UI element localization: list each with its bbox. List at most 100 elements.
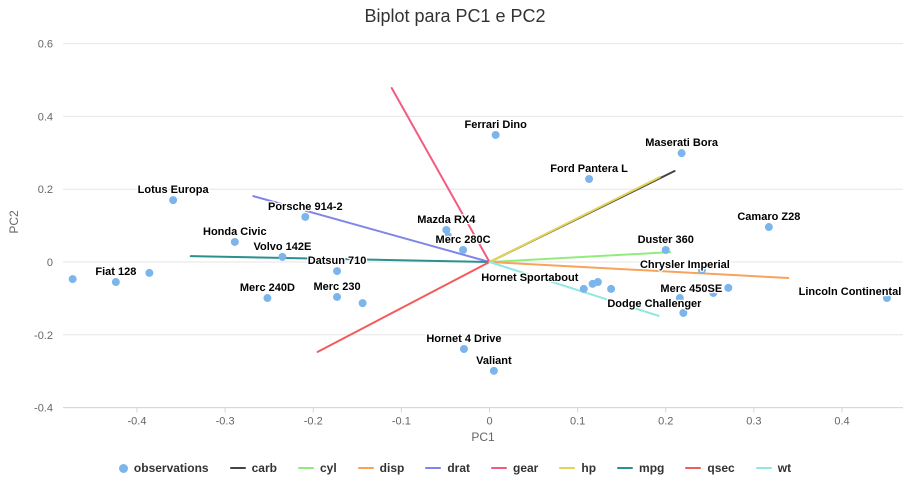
observation-point[interactable] [675,294,684,303]
observation-point[interactable] [333,292,342,301]
observation-point[interactable] [145,268,154,277]
legend-label: observations [133,461,209,475]
point-label: Datsun 710 [308,255,367,267]
legend-item-carb[interactable]: carb [229,461,277,475]
legend-item-drat[interactable]: drat [425,461,470,475]
x-tick-label: 0.1 [570,416,585,428]
observation-point[interactable] [724,283,733,292]
legend: observations carb cyl disp drat gear hp mpg qsec… [0,461,910,475]
x-axis-title: PC1 [471,430,495,444]
observation-point[interactable] [111,278,120,287]
legend-line-marker [491,467,507,469]
legend-circle-marker [118,463,128,473]
legend-label: carb [251,461,277,475]
y-tick-label: 0.4 [38,111,53,123]
observation-point[interactable] [697,266,706,275]
observation-point[interactable] [679,308,688,317]
observation-point[interactable] [358,299,367,308]
observation-point[interactable] [230,237,239,246]
point-label: Honda Civic [203,226,267,238]
loading-vector-disp[interactable] [488,261,790,280]
y-tick-label: 0.6 [38,39,53,51]
point-label: Camaro Z28 [737,211,800,223]
loading-vector-gear[interactable] [390,87,491,263]
legend-item-observations[interactable]: observations [118,461,209,475]
y-tick-label: -0.2 [34,330,53,342]
y-tick-label: 0.2 [38,184,53,196]
legend-label: mpg [639,461,665,475]
legend-line-marker [685,467,702,469]
legend-label: qsec [707,461,735,475]
observation-point[interactable] [442,225,451,234]
legend-label: cyl [319,461,337,475]
legend-label: wt [777,461,792,475]
observation-point[interactable] [661,245,670,254]
observation-point[interactable] [593,278,602,287]
point-label: Merc 280C [436,234,491,246]
legend-label: hp [581,461,597,475]
legend-item-wt[interactable]: wt [755,461,792,475]
point-label: Porsche 914-2 [268,201,343,213]
observation-point[interactable] [677,149,686,158]
loading-vector-hp[interactable] [488,176,661,263]
point-label: Lotus Europa [138,184,210,196]
legend-item-qsec[interactable]: qsec [685,461,735,475]
legend-item-mpg[interactable]: mpg [617,461,664,475]
observation-point[interactable] [579,284,588,293]
legend-label: disp [379,461,405,475]
legend-item-hp[interactable]: hp [559,461,596,475]
observation-point[interactable] [489,366,498,375]
observation-point[interactable] [169,196,178,205]
observation-point[interactable] [459,245,468,254]
observation-point[interactable] [333,267,342,276]
observation-point[interactable] [585,175,594,184]
point-label: Valiant [476,355,512,367]
point-label: Merc 450SE [660,283,722,295]
legend-line-marker [425,467,442,469]
point-label: Hornet 4 Drive [426,333,501,345]
observation-point[interactable] [882,294,891,303]
legend-item-cyl[interactable]: cyl [297,461,337,475]
y-axis-title: PC2 [7,210,21,234]
loading-vector-qsec[interactable] [316,261,491,353]
observation-point[interactable] [459,344,468,353]
x-tick-label: -0.3 [216,416,235,428]
legend-line-marker [229,467,246,469]
observation-point[interactable] [278,252,287,261]
observation-point[interactable] [709,288,718,297]
loading-vector-cyl[interactable] [488,251,672,263]
x-tick-label: -0.1 [392,416,411,428]
point-label: Merc 230 [313,281,360,293]
legend-item-disp[interactable]: disp [357,461,405,475]
x-tick-label: -0.2 [304,416,323,428]
point-label: Fiat 128 [95,266,136,278]
x-tick-label: 0.4 [834,416,849,428]
legend-line-marker [755,467,772,469]
x-tick-label: 0.3 [746,416,761,428]
x-tick-label: -0.4 [128,416,147,428]
observation-point[interactable] [68,275,77,284]
point-label: Ferrari Dino [464,119,527,131]
observation-point[interactable] [607,284,616,293]
loading-vector-mpg[interactable] [189,255,491,263]
observation-point[interactable] [764,223,773,232]
point-label: Mazda RX4 [417,214,476,226]
observation-point[interactable] [263,294,272,303]
legend-line-marker [559,467,576,469]
point-label: Duster 360 [638,234,694,246]
point-label: Lincoln Continental [799,286,902,298]
legend-item-gear[interactable]: gear [491,461,538,475]
observation-point[interactable] [444,232,453,241]
point-label: Hornet Sportabout [481,272,578,284]
legend-line-marker [297,467,314,469]
point-label: Volvo 142E [253,241,311,253]
legend-label: drat [447,461,470,475]
loading-vector-drat[interactable] [252,195,491,263]
observation-point[interactable] [301,212,310,221]
x-tick-label: 0 [486,416,492,428]
observation-point[interactable] [491,130,500,139]
chart-title: Biplot para PC1 e PC2 [364,6,546,26]
point-label: Dodge Challenger [607,298,702,310]
loading-vector-wt[interactable] [488,261,660,317]
